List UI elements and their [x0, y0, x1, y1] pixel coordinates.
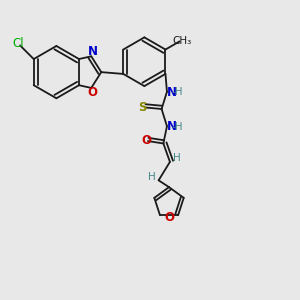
Text: N: N [88, 45, 98, 58]
Text: N: N [167, 120, 177, 133]
Text: O: O [88, 86, 98, 99]
Text: S: S [139, 101, 147, 114]
Text: Cl: Cl [13, 38, 24, 50]
Text: N: N [167, 86, 177, 99]
Text: H: H [172, 153, 180, 163]
Text: O: O [164, 211, 174, 224]
Text: -H: -H [172, 122, 183, 132]
Text: -H: -H [172, 87, 183, 97]
Text: O: O [141, 134, 152, 147]
Text: H: H [148, 172, 156, 182]
Text: CH₃: CH₃ [172, 36, 192, 46]
